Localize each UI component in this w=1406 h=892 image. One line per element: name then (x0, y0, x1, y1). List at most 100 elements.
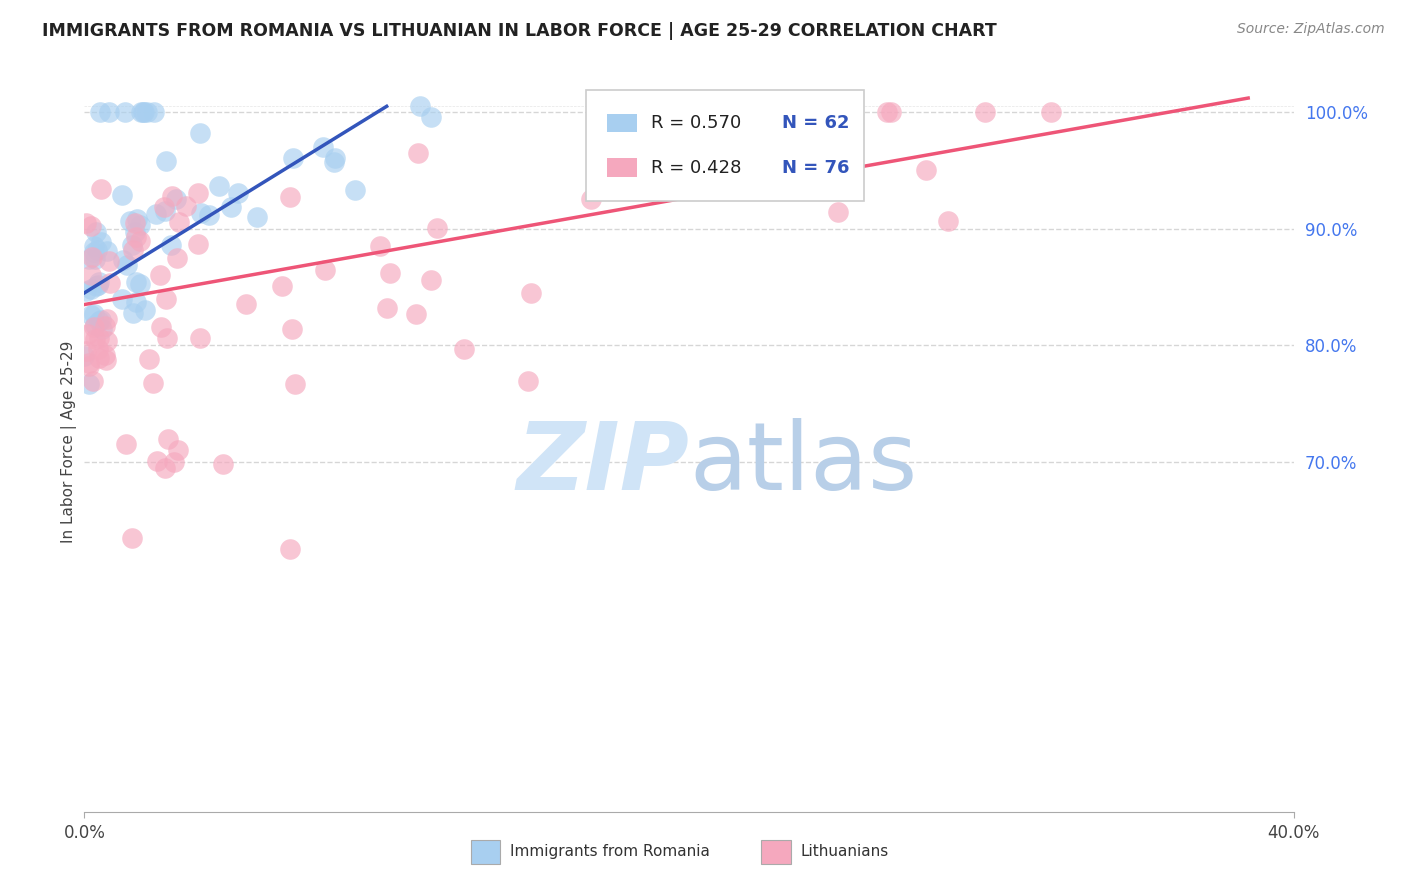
Point (207, 179, 229, 194)
Point (80, 250, 103, 264)
Point (94, 348, 117, 362)
Point (408, 99, 430, 113)
Point (146, 454, 169, 468)
Point (84, 279, 107, 293)
Point (136, 105, 159, 120)
Point (426, 221, 449, 235)
Point (520, 285, 543, 300)
Point (83, 245, 105, 260)
Text: N = 76: N = 76 (782, 159, 849, 177)
Text: N = 62: N = 62 (782, 114, 849, 132)
Point (155, 460, 177, 475)
Y-axis label: In Labor Force | Age 25-29: In Labor Force | Age 25-29 (62, 341, 77, 542)
Point (163, 455, 186, 469)
Point (80, 309, 103, 323)
Point (121, 531, 143, 545)
Point (121, 306, 143, 320)
FancyBboxPatch shape (762, 840, 790, 863)
Point (419, 273, 441, 287)
Point (89, 351, 111, 365)
Point (75, 216, 97, 230)
Point (138, 351, 160, 366)
Point (90, 313, 112, 327)
Point (84, 252, 107, 266)
Point (405, 307, 427, 321)
Point (122, 243, 145, 257)
Point (149, 268, 172, 282)
Point (343, 183, 366, 197)
Point (112, 252, 135, 267)
Point (125, 294, 148, 309)
Point (90, 322, 112, 336)
Point (132, 105, 155, 120)
Point (111, 188, 134, 202)
Point (375, 301, 398, 316)
Point (73, 349, 96, 363)
Point (281, 322, 304, 336)
Point (125, 275, 148, 289)
Point (129, 277, 152, 291)
Text: atlas: atlas (689, 417, 917, 509)
Point (219, 200, 242, 214)
Point (125, 212, 148, 227)
Point (880, 105, 903, 120)
Point (915, 163, 938, 178)
Point (226, 186, 249, 201)
Point (160, 188, 183, 202)
Point (876, 105, 898, 120)
Point (124, 216, 146, 230)
Point (406, 146, 429, 161)
Point (453, 342, 475, 356)
Point (87, 342, 110, 356)
Point (827, 205, 849, 219)
Text: Immigrants from Romania: Immigrants from Romania (510, 844, 710, 859)
Point (97, 254, 120, 268)
Point (211, 457, 233, 471)
Point (187, 237, 209, 252)
Text: ZIP: ZIP (516, 417, 689, 509)
Point (142, 376, 165, 390)
Point (160, 237, 183, 252)
Point (80, 283, 103, 297)
Point (378, 266, 401, 280)
Text: R = 0.570: R = 0.570 (651, 114, 742, 132)
Point (96, 334, 118, 349)
Point (132, 105, 155, 120)
Point (77, 359, 100, 374)
Point (111, 293, 134, 307)
Point (87, 314, 110, 328)
Point (314, 263, 336, 277)
Point (156, 432, 179, 446)
Point (1039, 105, 1062, 120)
Point (80, 268, 103, 283)
Point (77, 356, 100, 370)
Point (155, 153, 177, 168)
Point (84, 225, 107, 239)
Point (120, 213, 142, 227)
Point (516, 374, 538, 388)
Point (115, 437, 138, 451)
Point (155, 292, 177, 306)
Point (174, 198, 197, 212)
Point (129, 218, 152, 232)
Point (420, 110, 443, 124)
Point (246, 210, 269, 224)
Point (775, 175, 797, 189)
Point (284, 377, 307, 392)
Point (129, 234, 152, 248)
Point (83, 239, 105, 253)
Point (167, 215, 190, 229)
Point (75, 284, 97, 298)
Point (165, 192, 187, 206)
FancyBboxPatch shape (471, 840, 501, 863)
Point (188, 331, 211, 345)
Point (124, 225, 146, 239)
Point (121, 238, 143, 252)
Text: Source: ZipAtlas.com: Source: ZipAtlas.com (1237, 22, 1385, 37)
Point (312, 140, 335, 154)
Point (235, 297, 257, 311)
Point (77, 252, 100, 267)
Point (87, 275, 110, 289)
Point (145, 207, 167, 221)
Point (143, 105, 166, 120)
